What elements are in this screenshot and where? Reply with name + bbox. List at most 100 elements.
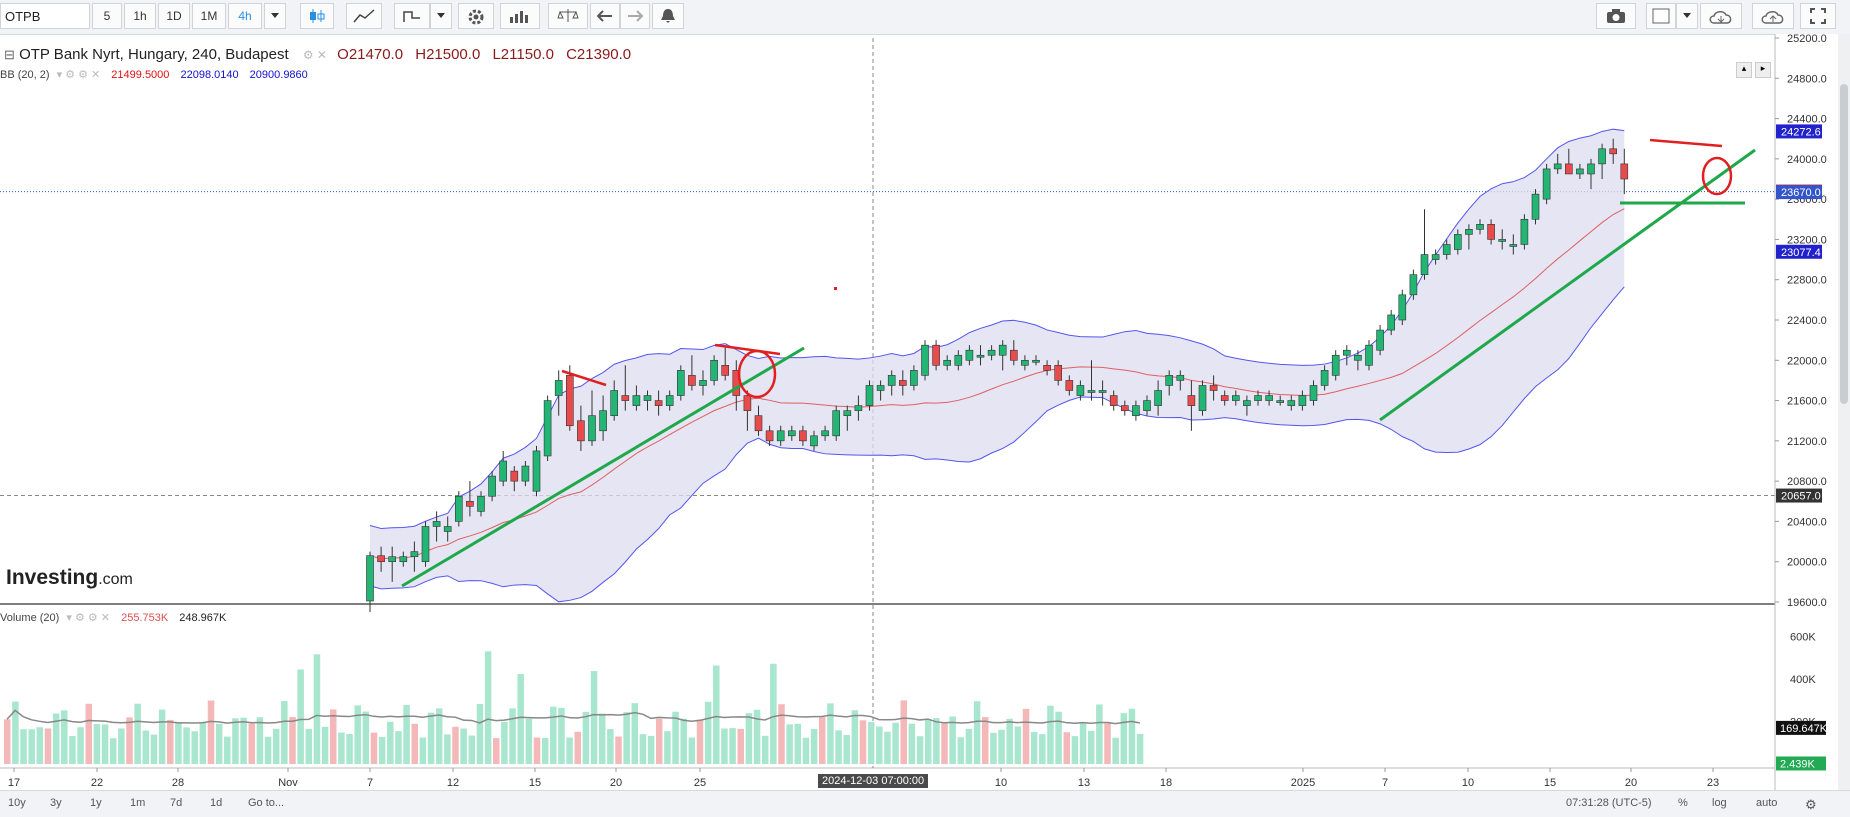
interval-4h-button[interactable]: 4h bbox=[228, 3, 262, 29]
range-1m-button[interactable]: 1m bbox=[130, 797, 146, 809]
volume-bar bbox=[1006, 718, 1013, 764]
candle-body bbox=[432, 521, 441, 527]
compare-button[interactable] bbox=[500, 3, 540, 29]
undo-button[interactable] bbox=[590, 3, 620, 29]
drawing-dropdown-button[interactable] bbox=[430, 3, 452, 29]
volume-bar bbox=[688, 737, 696, 764]
interval-1d-button[interactable]: 1D bbox=[158, 3, 190, 29]
clock-time: 07:31:28 (UTC-5) bbox=[1566, 797, 1652, 809]
volume-bar bbox=[998, 729, 1005, 764]
candle-body bbox=[477, 495, 485, 512]
balance-button[interactable] bbox=[548, 3, 588, 29]
volume-bar bbox=[175, 722, 182, 764]
candle-body bbox=[876, 385, 885, 391]
volume-bar bbox=[52, 713, 60, 764]
time-tick-label: 12 bbox=[447, 777, 459, 789]
volume-bar bbox=[566, 737, 573, 764]
price-tick-label: 20400.0 bbox=[1787, 516, 1827, 528]
range-10y-button[interactable]: 10y bbox=[8, 797, 26, 809]
legend-collapse-icon[interactable]: ⊟ bbox=[4, 47, 15, 62]
volume-tag bbox=[1776, 756, 1826, 771]
range-1y-button[interactable]: 1y bbox=[90, 797, 102, 809]
interval-dropdown-button[interactable] bbox=[264, 3, 286, 29]
interval-1h-button[interactable]: 1h bbox=[124, 3, 156, 29]
candles-style-button[interactable] bbox=[300, 3, 334, 29]
chart-minimize-button[interactable]: ▴ bbox=[1736, 62, 1752, 78]
candle-body bbox=[921, 344, 929, 376]
time-tick-label: 17 bbox=[8, 777, 20, 789]
goto-button[interactable]: Go to... bbox=[248, 797, 285, 809]
range-1d-button[interactable]: 1d bbox=[210, 797, 223, 809]
range-7d-button[interactable]: 7d bbox=[170, 797, 183, 809]
range-3y-button[interactable]: 3y bbox=[50, 797, 62, 809]
settings-icon[interactable]: ⚙ bbox=[1805, 797, 1817, 812]
log-toggle[interactable]: log bbox=[1712, 797, 1727, 809]
volume-bar bbox=[770, 663, 777, 764]
volume-bar bbox=[305, 728, 313, 764]
logo-brand: Investing bbox=[6, 566, 99, 589]
bell-icon bbox=[661, 9, 675, 23]
alert-button[interactable] bbox=[652, 3, 684, 29]
candle-body bbox=[1187, 395, 1196, 406]
candle-body bbox=[688, 375, 696, 386]
price-tick-label: 24000.0 bbox=[1787, 154, 1827, 166]
candle-body bbox=[699, 380, 707, 386]
volume-bar bbox=[656, 718, 663, 764]
bollinger-lower-line bbox=[369, 286, 1625, 603]
volume-value: 255.753K bbox=[121, 612, 169, 624]
screenshot-button[interactable] bbox=[1596, 3, 1636, 29]
bar-chart-icon bbox=[510, 11, 528, 23]
interval-1m-button[interactable]: 1M bbox=[192, 3, 226, 29]
volume-bar bbox=[916, 736, 924, 764]
candle-body bbox=[1498, 239, 1506, 242]
interval-5m-button[interactable]: 5 bbox=[92, 3, 122, 29]
time-tick-label: 13 bbox=[1078, 777, 1090, 789]
time-tick-label: 7 bbox=[367, 777, 373, 789]
cloud-load-button[interactable] bbox=[1700, 3, 1742, 29]
auto-toggle[interactable]: auto bbox=[1756, 797, 1778, 809]
volume-bar bbox=[36, 727, 44, 764]
bb-middle-value: 21499.5000 bbox=[111, 69, 170, 81]
settings-button[interactable] bbox=[458, 3, 494, 29]
volume-settings-icon[interactable]: ▾ ⚙ ⚙ ✕ bbox=[66, 612, 111, 624]
legend-settings-icon[interactable]: ⚙ ✕ bbox=[302, 48, 327, 62]
volume-bar bbox=[297, 669, 304, 764]
volume-bar bbox=[704, 701, 712, 764]
volume-bar bbox=[272, 728, 280, 764]
candle-body bbox=[388, 556, 397, 563]
volume-bar bbox=[370, 732, 378, 764]
price-tick-label: 19600.0 bbox=[1787, 597, 1827, 609]
vertical-scrollbar[interactable] bbox=[1838, 34, 1850, 790]
price-chart[interactable]: 25200.024800.024400.024000.023600.023200… bbox=[0, 0, 1850, 790]
bb-settings-icon[interactable]: ▾ ⚙ ⚙ ✕ bbox=[56, 69, 101, 81]
price-tag-label: 23670.0 bbox=[1781, 187, 1821, 199]
candle-body bbox=[1198, 385, 1207, 411]
candle-body bbox=[965, 349, 974, 361]
volume-bar bbox=[1047, 705, 1054, 764]
camera-icon bbox=[1607, 9, 1625, 23]
percent-toggle[interactable]: % bbox=[1678, 797, 1688, 809]
volume-tick-label: 400K bbox=[1790, 674, 1816, 686]
candle-body bbox=[1065, 380, 1074, 391]
candle-body bbox=[488, 475, 496, 497]
highlight-circle bbox=[737, 349, 777, 399]
redo-button[interactable] bbox=[620, 3, 650, 29]
layout-button[interactable] bbox=[1646, 3, 1676, 29]
volume-bar bbox=[1055, 711, 1062, 764]
candle-body bbox=[676, 370, 685, 396]
chart-title: OTP Bank Nyrt, Hungary, 240, Budapest bbox=[19, 46, 289, 63]
volume-bar bbox=[819, 717, 826, 764]
cloud-save-button[interactable] bbox=[1752, 3, 1794, 29]
fullscreen-button[interactable] bbox=[1800, 3, 1836, 29]
drawing-tools-button[interactable] bbox=[394, 3, 430, 29]
symbol-input[interactable]: OTPB bbox=[0, 3, 90, 29]
volume-bar bbox=[696, 719, 704, 764]
volume-bar bbox=[598, 713, 606, 764]
chart-maximize-button[interactable]: ▸ bbox=[1755, 62, 1771, 78]
volume-bar bbox=[802, 737, 810, 764]
volume-bar bbox=[142, 730, 150, 764]
layout-dropdown-button[interactable] bbox=[1676, 3, 1698, 29]
volume-bar bbox=[134, 703, 141, 764]
indicators-button[interactable] bbox=[346, 3, 382, 29]
scrollbar-thumb[interactable] bbox=[1840, 84, 1848, 404]
